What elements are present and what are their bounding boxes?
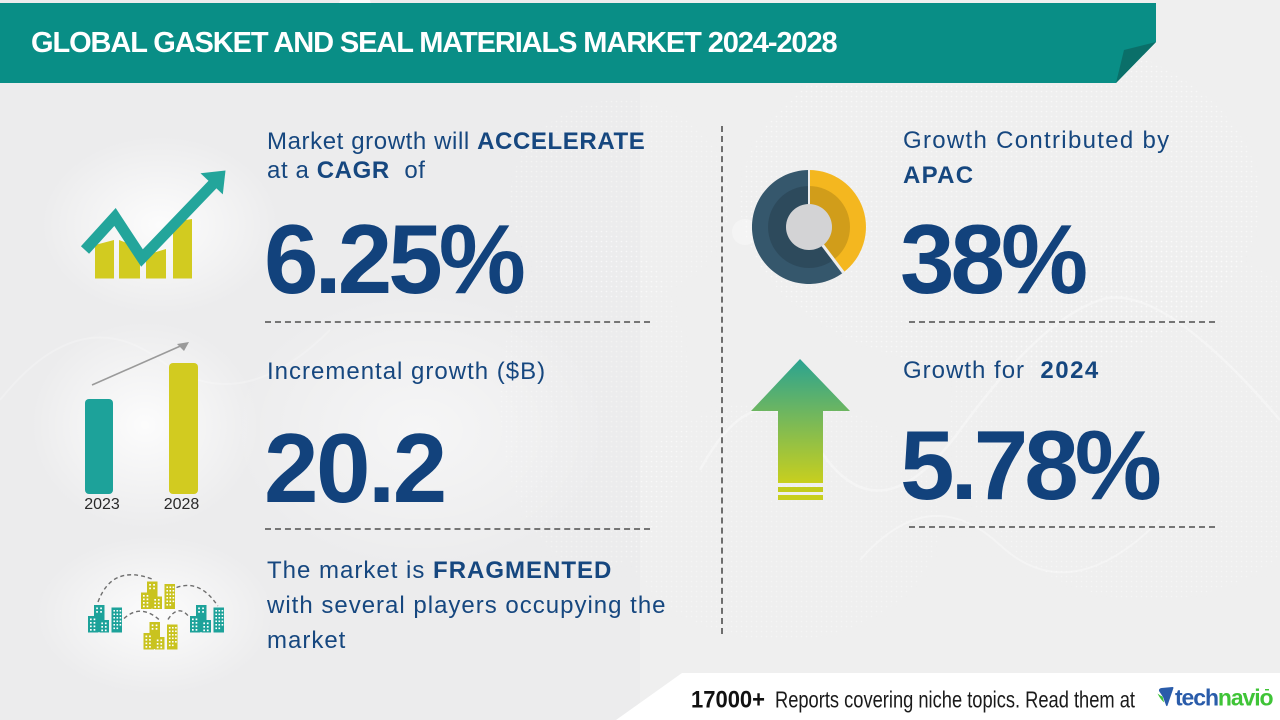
svg-text:technavio: technavio [1175,685,1274,711]
svg-text:17000+: 17000+ [691,687,765,714]
svg-text:2023: 2023 [84,496,120,513]
svg-text:Reports covering niche topics.: Reports covering niche topics. Read them… [775,687,1135,713]
svg-text:2028: 2028 [164,496,200,513]
